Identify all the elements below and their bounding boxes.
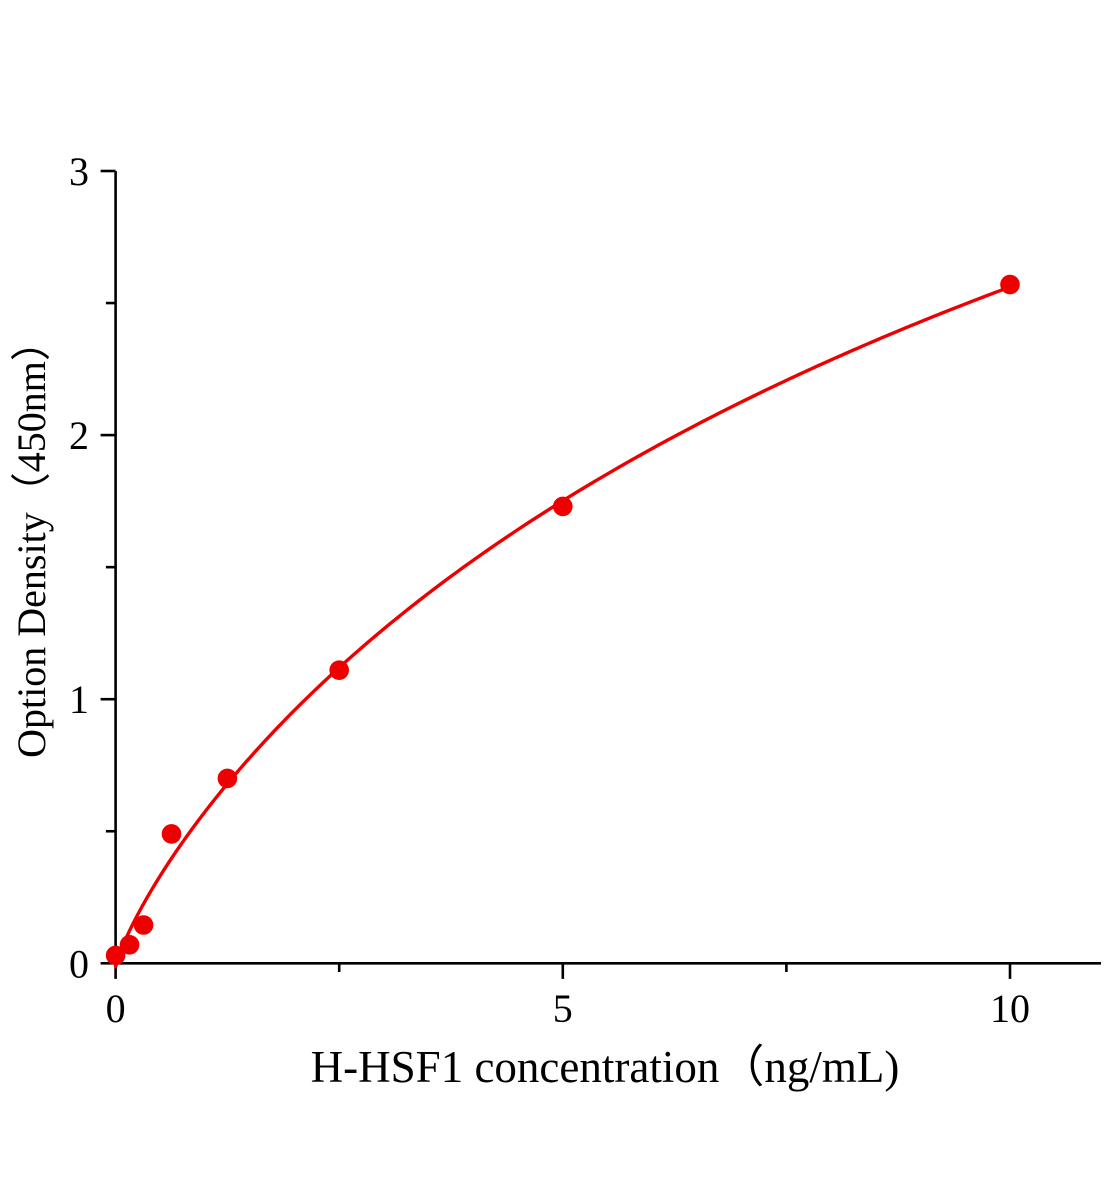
svg-text:3: 3 [69,149,89,194]
svg-text:H-HSF1 concentration（ng/mL): H-HSF1 concentration（ng/mL) [311,1042,900,1092]
svg-text:2: 2 [69,413,89,458]
svg-text:0: 0 [69,941,89,986]
svg-text:5: 5 [553,986,573,1031]
svg-text:0: 0 [106,986,126,1031]
svg-text:1: 1 [69,677,89,722]
svg-text:10: 10 [990,986,1030,1031]
svg-text:Option Density（450nm）: Option Density（450nm） [9,321,54,758]
